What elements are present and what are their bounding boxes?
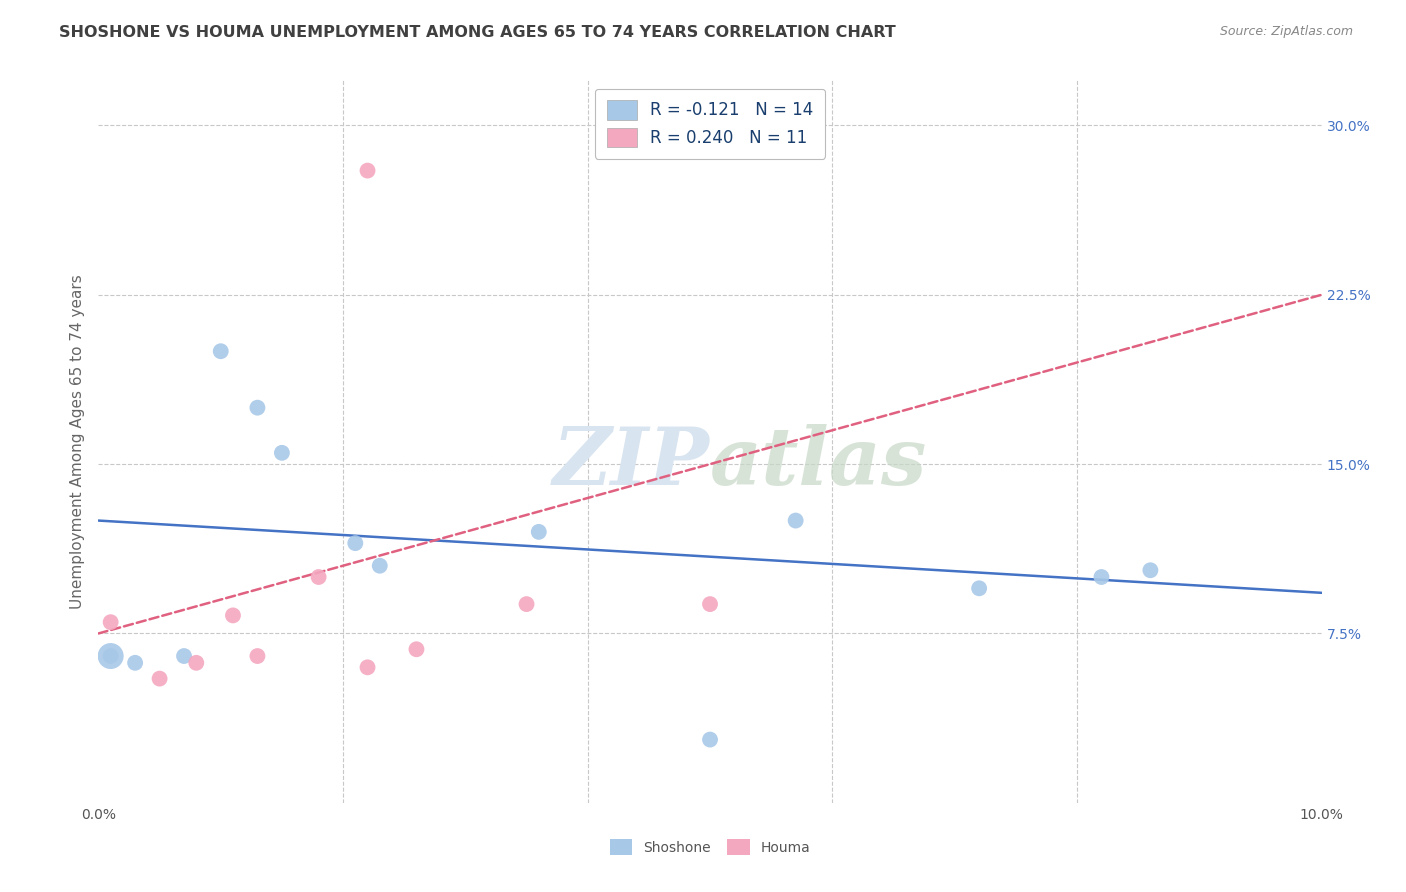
- Point: [1090, 570, 1112, 584]
- Point: [100, 648, 122, 663]
- Point: [246, 648, 269, 663]
- Point: [344, 536, 367, 550]
- Point: [368, 558, 391, 573]
- Point: [222, 608, 245, 623]
- Point: [356, 660, 378, 674]
- Point: [699, 732, 721, 747]
- Point: [785, 514, 807, 528]
- Point: [527, 524, 550, 539]
- Text: ZIP: ZIP: [553, 425, 710, 502]
- Point: [100, 615, 122, 630]
- Point: [100, 648, 122, 663]
- Point: [356, 163, 378, 178]
- Text: atlas: atlas: [710, 425, 928, 502]
- Legend: Shoshone, Houma: Shoshone, Houma: [605, 834, 815, 861]
- Point: [246, 401, 269, 415]
- Point: [209, 344, 232, 359]
- Y-axis label: Unemployment Among Ages 65 to 74 years: Unemployment Among Ages 65 to 74 years: [69, 274, 84, 609]
- Point: [124, 656, 146, 670]
- Point: [270, 446, 292, 460]
- Point: [699, 597, 721, 611]
- Point: [149, 672, 172, 686]
- Text: Source: ZipAtlas.com: Source: ZipAtlas.com: [1219, 25, 1353, 38]
- Text: SHOSHONE VS HOUMA UNEMPLOYMENT AMONG AGES 65 TO 74 YEARS CORRELATION CHART: SHOSHONE VS HOUMA UNEMPLOYMENT AMONG AGE…: [59, 25, 896, 40]
- Point: [1139, 563, 1161, 577]
- Point: [967, 582, 990, 596]
- Point: [516, 597, 538, 611]
- Point: [405, 642, 427, 657]
- Point: [308, 570, 330, 584]
- Point: [173, 648, 195, 663]
- Point: [186, 656, 208, 670]
